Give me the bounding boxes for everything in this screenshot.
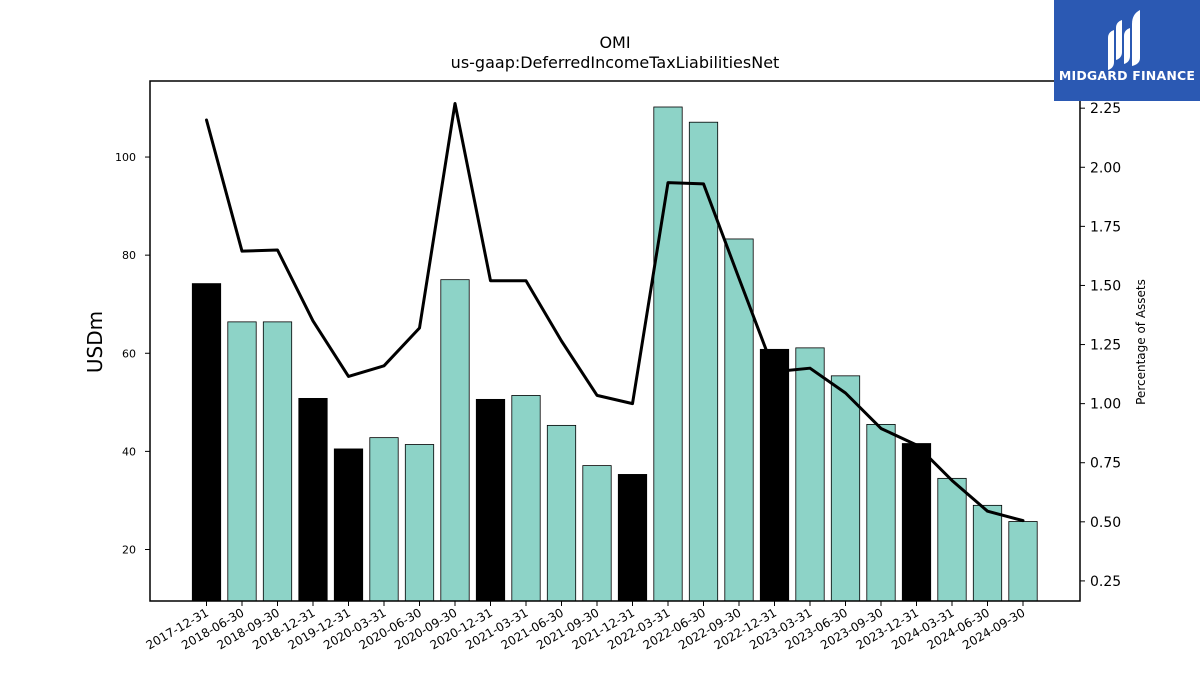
bar xyxy=(653,106,683,602)
bar xyxy=(511,395,541,602)
bar xyxy=(262,321,293,602)
bar xyxy=(901,443,932,602)
y-tick-label: 100 xyxy=(115,151,136,164)
y2-tick-label: 2.00 xyxy=(1090,160,1121,176)
bar xyxy=(759,348,790,602)
bar xyxy=(546,424,577,602)
bar xyxy=(298,397,328,602)
bar xyxy=(617,474,648,602)
bar xyxy=(866,423,896,602)
y2-tick-label: 1.00 xyxy=(1090,397,1121,413)
y-tick-label: 60 xyxy=(122,347,136,360)
plot-frame xyxy=(149,80,1081,602)
bar xyxy=(440,279,470,602)
bar xyxy=(795,347,825,602)
y-tick-label: 20 xyxy=(122,543,136,556)
bar xyxy=(404,444,435,602)
bar xyxy=(333,448,364,602)
logo-text: MIDGARD FINANCE xyxy=(1058,68,1196,83)
y2-tick-label: 1.50 xyxy=(1090,278,1121,294)
bar xyxy=(688,121,719,602)
y2-tick-label: 0.50 xyxy=(1090,515,1121,531)
y2-tick-label: 1.25 xyxy=(1090,338,1121,354)
logo-mark-icon xyxy=(1108,10,1140,70)
y2-axis-label: Percentage of Assets xyxy=(1134,279,1148,405)
chart-subtitle: us-gaap:DeferredIncomeTaxLiabilitiesNet xyxy=(451,53,780,72)
line-layer xyxy=(205,101,1025,523)
bar xyxy=(475,398,506,602)
chart-title: OMI xyxy=(599,33,630,52)
bar xyxy=(937,477,967,602)
pct-assets-line xyxy=(205,101,1025,523)
y-tick-label: 80 xyxy=(122,249,136,262)
y2-tick-label: 1.75 xyxy=(1090,219,1121,235)
y2-tick-label: 0.75 xyxy=(1090,456,1121,472)
bar xyxy=(1008,521,1038,602)
y-tick-label: 40 xyxy=(122,445,136,458)
bar xyxy=(227,321,257,602)
bar xyxy=(972,504,1003,602)
bar xyxy=(369,437,399,602)
bar xyxy=(724,238,754,602)
bar-layer xyxy=(191,106,1038,602)
bar xyxy=(582,465,612,602)
y2-tick-label: 2.25 xyxy=(1090,101,1121,117)
midgard-finance-logo: MIDGARD FINANCE xyxy=(1054,0,1200,101)
bar xyxy=(830,375,861,602)
y2-tick-label: 0.25 xyxy=(1090,574,1121,590)
bar xyxy=(191,283,222,602)
y-axis-label: USDm xyxy=(83,311,107,373)
